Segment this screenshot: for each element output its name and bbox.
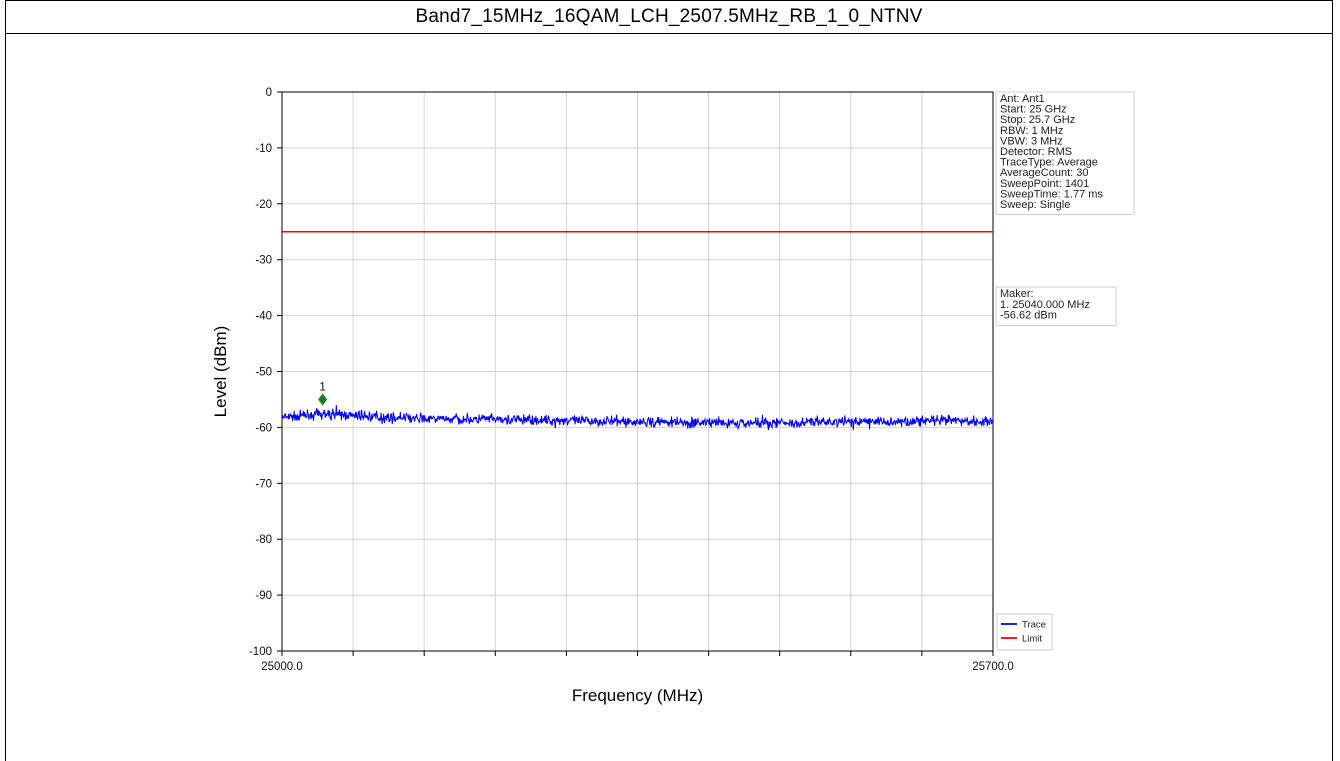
sweep-info-line: Detector: RMS — [1000, 146, 1072, 158]
legend-entry: Trace — [1022, 620, 1046, 631]
marker-1: 1 — [318, 381, 328, 406]
sweep-info-line: SweepTime: 1.77 ms — [1000, 188, 1103, 200]
sweep-info-line: VBW: 3 MHz — [1000, 135, 1063, 147]
sweep-info-line: Start: 25 GHz — [1000, 104, 1067, 116]
y-tick-label: -90 — [255, 590, 272, 602]
marker-diamond-icon — [318, 393, 328, 406]
marker-info-line: Maker: — [1000, 288, 1034, 300]
legend-entry: Limit — [1022, 634, 1042, 645]
legend: Trace Limit — [996, 613, 1053, 651]
x-tick-label: 25000.0 — [261, 661, 303, 673]
marker-label: 1 — [319, 381, 325, 393]
legend-frame — [996, 613, 1053, 651]
y-axis-label: Level (dBm) — [211, 326, 230, 418]
y-tick-label: -40 — [255, 311, 272, 323]
sweep-info-line: AverageCount: 30 — [1000, 167, 1088, 179]
x-axis-ticks: 25000.0 25700.0 — [261, 651, 1014, 673]
report-frame: Band7_15MHz_16QAM_LCH_2507.5MHz_RB_1_0_N… — [5, 0, 1333, 761]
sweep-info-line: Stop: 25.7 GHz — [1000, 114, 1075, 126]
y-tick-label: -30 — [255, 255, 272, 267]
marker-info-line: -56.62 dBm — [1000, 310, 1057, 322]
marker-info-line: 1. 25040.000 MHz — [1000, 299, 1090, 311]
sweep-info-line: TraceType: Average — [1000, 157, 1098, 169]
x-tick-label: 25700.0 — [972, 661, 1014, 673]
sweep-info-line: RBW: 1 MHz — [1000, 125, 1063, 137]
y-tick-label: -10 — [255, 143, 272, 155]
y-tick-label: 0 — [266, 87, 272, 99]
y-tick-label: -80 — [255, 534, 272, 546]
grid-lines — [282, 91, 993, 652]
marker-info-frame — [995, 286, 1117, 326]
sweep-info-line: Ant: Ant1 — [1000, 93, 1045, 105]
marker-info-box: Maker:1. 25040.000 MHz-56.62 dBm — [995, 286, 1117, 326]
sweep-info-line: Sweep: Single — [1000, 199, 1070, 211]
page-title: Band7_15MHz_16QAM_LCH_2507.5MHz_RB_1_0_N… — [6, 0, 1332, 34]
x-axis-label: Frequency (MHz) — [572, 686, 703, 705]
y-tick-label: -50 — [255, 367, 272, 379]
y-axis-ticks: 0 -10 -20 -30 -40 -50 -60 -70 -80 -90 -100 — [249, 87, 282, 658]
y-tick-label: -20 — [255, 199, 272, 211]
sweep-info-frame — [995, 91, 1135, 216]
sweep-info-line: SweepPoint: 1401 — [1000, 178, 1089, 190]
y-tick-label: -70 — [255, 478, 272, 490]
series-line-trace — [281, 405, 994, 431]
y-tick-label: -100 — [249, 646, 272, 658]
y-tick-label: -60 — [255, 422, 272, 434]
